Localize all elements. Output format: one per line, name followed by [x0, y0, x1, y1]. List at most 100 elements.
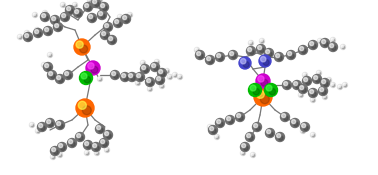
Circle shape	[51, 146, 59, 156]
Circle shape	[332, 39, 335, 42]
Circle shape	[316, 78, 320, 82]
Circle shape	[54, 23, 62, 32]
Circle shape	[276, 54, 280, 58]
Circle shape	[160, 84, 163, 86]
Circle shape	[257, 44, 265, 54]
Circle shape	[91, 17, 95, 21]
Circle shape	[155, 60, 157, 62]
Circle shape	[158, 68, 166, 78]
Circle shape	[196, 49, 199, 52]
Circle shape	[301, 128, 305, 134]
Circle shape	[155, 60, 160, 65]
Circle shape	[88, 15, 93, 19]
Circle shape	[248, 83, 262, 96]
Circle shape	[98, 0, 102, 2]
Circle shape	[94, 150, 99, 156]
Circle shape	[141, 61, 146, 65]
Circle shape	[94, 2, 99, 6]
Circle shape	[136, 81, 138, 83]
Circle shape	[85, 4, 89, 8]
Circle shape	[166, 70, 169, 73]
Circle shape	[178, 75, 180, 77]
Circle shape	[89, 0, 92, 2]
Circle shape	[342, 82, 347, 88]
Circle shape	[74, 39, 90, 55]
Circle shape	[67, 7, 71, 11]
Circle shape	[248, 48, 252, 52]
Circle shape	[232, 54, 236, 58]
Circle shape	[43, 11, 45, 13]
Circle shape	[299, 93, 301, 95]
Circle shape	[311, 44, 316, 48]
Circle shape	[249, 41, 251, 43]
Circle shape	[118, 15, 120, 17]
Circle shape	[249, 136, 253, 140]
Circle shape	[308, 89, 318, 97]
Circle shape	[240, 150, 245, 156]
Circle shape	[51, 16, 59, 24]
Circle shape	[84, 141, 93, 149]
Circle shape	[112, 72, 116, 76]
Circle shape	[242, 152, 245, 155]
Circle shape	[98, 10, 107, 19]
Circle shape	[261, 40, 264, 43]
Circle shape	[328, 43, 338, 51]
Circle shape	[260, 39, 262, 41]
Circle shape	[254, 88, 272, 106]
Circle shape	[169, 76, 172, 79]
Circle shape	[149, 88, 152, 91]
Circle shape	[96, 124, 104, 134]
Circle shape	[197, 52, 201, 56]
Circle shape	[51, 155, 56, 159]
Circle shape	[172, 72, 178, 78]
Circle shape	[99, 78, 102, 81]
Circle shape	[86, 152, 89, 155]
Circle shape	[122, 74, 125, 78]
Circle shape	[45, 118, 54, 128]
Circle shape	[36, 128, 40, 134]
Circle shape	[29, 122, 34, 128]
Circle shape	[82, 106, 91, 115]
Circle shape	[311, 133, 313, 135]
Circle shape	[88, 63, 94, 69]
Circle shape	[103, 6, 107, 10]
Circle shape	[310, 132, 316, 138]
Circle shape	[156, 77, 161, 81]
Circle shape	[179, 76, 182, 79]
Circle shape	[248, 40, 254, 46]
Circle shape	[51, 74, 55, 78]
Circle shape	[64, 71, 73, 79]
Circle shape	[161, 85, 164, 88]
Circle shape	[250, 85, 256, 91]
Circle shape	[302, 76, 311, 86]
Circle shape	[330, 44, 334, 48]
Circle shape	[106, 149, 109, 152]
Circle shape	[60, 146, 65, 150]
Circle shape	[306, 80, 310, 84]
Circle shape	[210, 127, 214, 131]
Circle shape	[165, 69, 167, 71]
Circle shape	[147, 86, 152, 92]
Circle shape	[235, 113, 245, 121]
Circle shape	[227, 117, 231, 121]
Circle shape	[33, 13, 36, 15]
Circle shape	[331, 83, 333, 85]
Circle shape	[102, 32, 106, 36]
Circle shape	[288, 52, 292, 56]
Circle shape	[25, 34, 29, 38]
Circle shape	[93, 0, 97, 4]
Circle shape	[77, 12, 81, 16]
Circle shape	[319, 40, 322, 43]
Circle shape	[265, 128, 274, 138]
Circle shape	[260, 38, 265, 44]
Circle shape	[84, 2, 93, 12]
Circle shape	[43, 26, 53, 36]
Circle shape	[64, 16, 68, 20]
Circle shape	[217, 120, 221, 124]
Circle shape	[118, 15, 122, 19]
Circle shape	[142, 66, 146, 70]
Circle shape	[33, 12, 37, 18]
Circle shape	[101, 30, 110, 40]
Circle shape	[341, 45, 343, 47]
Circle shape	[159, 79, 163, 83]
